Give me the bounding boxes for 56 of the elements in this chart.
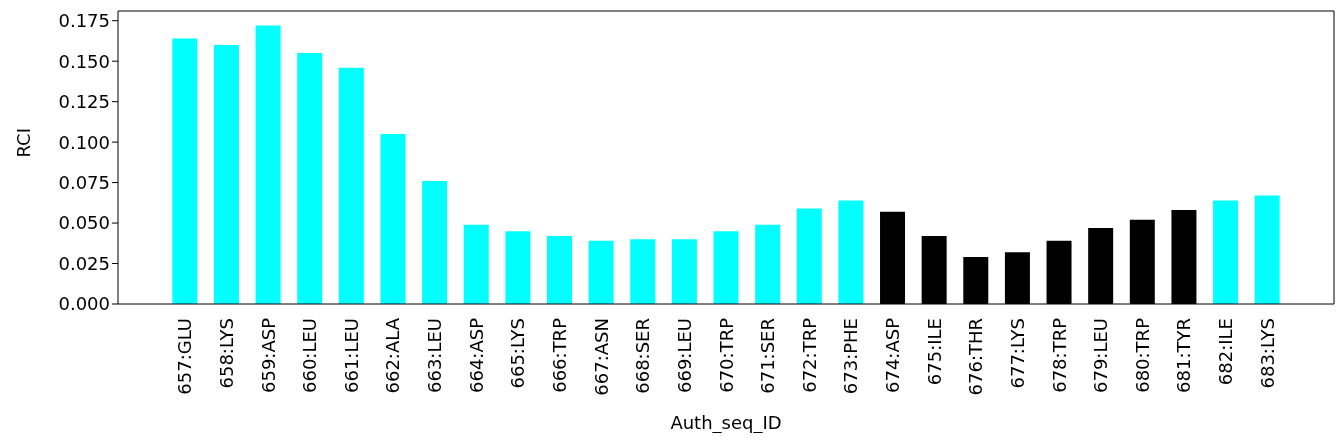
y-tick-label: 0.000 [58,293,110,315]
y-axis-title: RCI [13,128,35,158]
bar [588,240,614,304]
bar [546,236,572,304]
x-tick-label: 659:ASP [257,317,279,394]
x-tick-label: 675:ILE [923,318,945,386]
x-tick-label: 657:GLU [174,318,196,395]
bar [338,67,364,304]
y-tick-label: 0.175 [58,10,110,32]
x-tick-label: 669:LEU [673,318,695,393]
bar [796,208,822,304]
bar [671,239,697,304]
bar [213,44,239,304]
x-tick-label: 679:LEU [1090,318,1112,393]
x-tick-label: 670:TRP [715,317,737,393]
x-tick-label: 678:TRP [1048,317,1070,393]
x-tick-label: 682:ILE [1215,318,1237,386]
x-tick-label: 662:ALA [382,317,404,394]
x-tick-label: 672:TRP [798,317,820,393]
x-tick-label: 683:LYS [1256,318,1278,389]
bar [380,134,406,304]
bar [255,25,281,304]
bar [713,231,739,304]
bar [755,224,781,304]
x-tick-label: 667:ASN [590,318,612,396]
x-tick-label: 673:PHE [840,318,862,395]
x-tick-label: 677:LYS [1006,318,1028,389]
x-tick-label: 661:LEU [340,318,362,393]
x-tick-label: 660:LEU [299,318,321,393]
y-tick-label: 0.150 [58,50,110,72]
bar [172,38,198,304]
x-tick-label: 674:ASP [882,317,904,394]
x-tick-label: 676:THR [965,318,987,396]
x-tick-label: 658:LYS [215,318,237,389]
y-tick-label: 0.125 [58,91,110,113]
bar [505,231,531,304]
bar [1213,200,1239,304]
x-tick-label: 671:SER [757,318,779,394]
y-tick-label: 0.050 [58,212,110,234]
x-tick-label: 668:SER [632,318,654,394]
x-tick-label: 666:TRP [548,317,570,393]
y-tick-label: 0.025 [58,252,110,274]
x-tick-label: 681:TYR [1173,318,1195,393]
x-tick-label: 680:TRP [1131,317,1153,393]
x-tick-label: 663:LEU [424,318,446,393]
x-tick-label: 665:LYS [507,318,529,389]
bar [630,239,656,304]
bar [297,53,323,304]
x-axis-title: Auth_seq_ID [670,412,782,434]
bar [1254,195,1280,304]
y-tick-label: 0.075 [58,171,110,193]
x-tick-label: 664:ASP [465,317,487,394]
y-tick-label: 0.100 [58,131,110,153]
bar [422,180,448,304]
bar [463,224,489,304]
bar [838,200,864,304]
